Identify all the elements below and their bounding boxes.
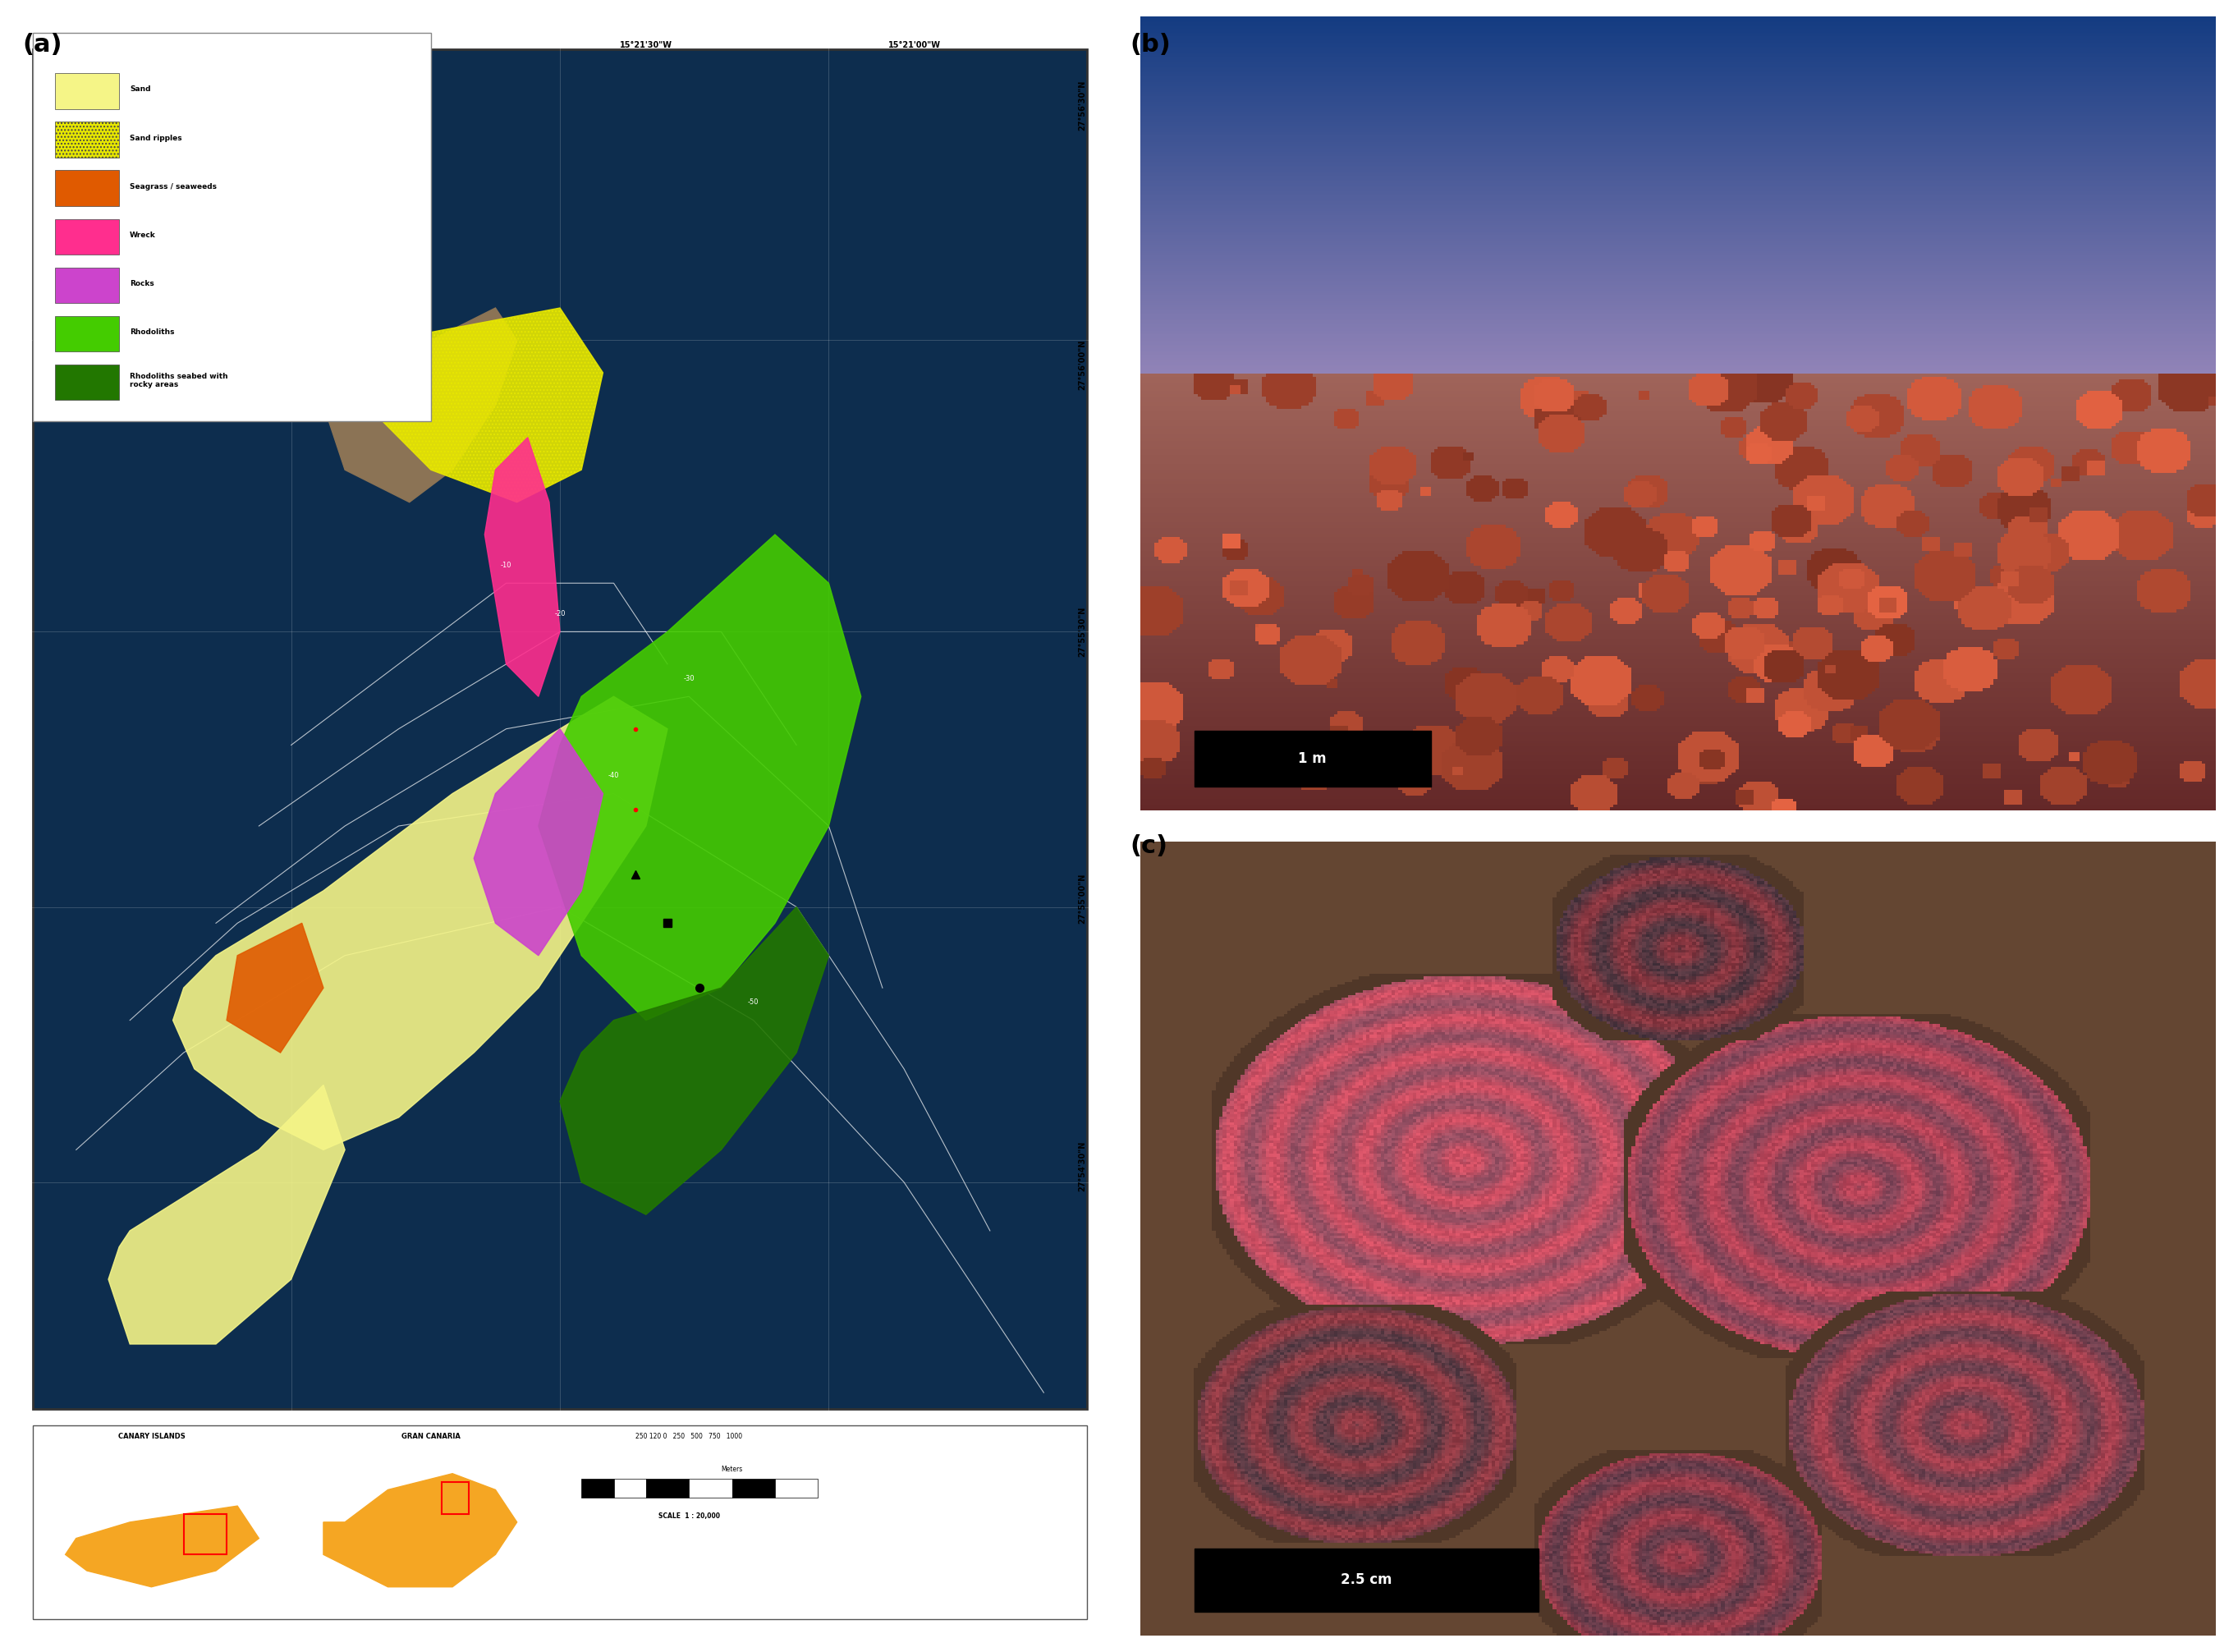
- Polygon shape: [172, 697, 667, 1150]
- Text: Rocks: Rocks: [130, 279, 154, 287]
- Text: 2.5 cm: 2.5 cm: [1341, 1573, 1392, 1588]
- Text: -10: -10: [501, 562, 513, 568]
- Bar: [54, 365, 119, 400]
- Text: CANARY ISLANDS: CANARY ISLANDS: [119, 1434, 186, 1441]
- Text: Seagrass / seaweeds: Seagrass / seaweeds: [130, 183, 217, 190]
- Text: SCALE  1 : 20,000: SCALE 1 : 20,000: [658, 1513, 721, 1520]
- Text: 1 m: 1 m: [1298, 752, 1327, 767]
- Text: Wreck: Wreck: [130, 231, 157, 240]
- Bar: [54, 316, 119, 352]
- Text: 15°21'30"W: 15°21'30"W: [620, 41, 671, 50]
- Text: Rhodoliths seabed with
rocky areas: Rhodoliths seabed with rocky areas: [130, 373, 228, 388]
- Text: -40: -40: [609, 771, 620, 780]
- Text: (c): (c): [1130, 834, 1168, 857]
- Bar: [1195, 1548, 1538, 1612]
- Bar: [184, 1513, 226, 1555]
- Polygon shape: [367, 307, 602, 502]
- Bar: [1195, 730, 1430, 786]
- Bar: [774, 1479, 817, 1498]
- Text: 15°22'30"W: 15°22'30"W: [83, 41, 134, 50]
- Text: 27°55'30"N: 27°55'30"N: [1079, 606, 1088, 657]
- Bar: [54, 170, 119, 206]
- Bar: [647, 1479, 689, 1498]
- Text: (a): (a): [22, 33, 63, 56]
- Text: Sand: Sand: [130, 86, 150, 93]
- Bar: [54, 122, 119, 157]
- Text: Sand ripples: Sand ripples: [130, 134, 181, 142]
- Text: GRAN CANARIA: GRAN CANARIA: [401, 1434, 461, 1441]
- Text: (b): (b): [1130, 33, 1170, 56]
- Text: Rhodoliths: Rhodoliths: [130, 329, 175, 335]
- Text: -50: -50: [747, 998, 759, 1006]
- Bar: [582, 1479, 613, 1498]
- Text: 15°21'00"W: 15°21'00"W: [888, 41, 940, 50]
- Text: 250 120 0   250   500   750   1000: 250 120 0 250 500 750 1000: [636, 1434, 743, 1441]
- Polygon shape: [560, 907, 828, 1214]
- FancyBboxPatch shape: [34, 33, 432, 421]
- Polygon shape: [539, 535, 862, 1021]
- Bar: [441, 1482, 468, 1513]
- Bar: [54, 220, 119, 254]
- Text: -20: -20: [555, 610, 566, 618]
- Text: 27°56'00"N: 27°56'00"N: [1079, 339, 1088, 390]
- Text: 15°22'00"W: 15°22'00"W: [351, 41, 403, 50]
- Polygon shape: [486, 438, 560, 697]
- Text: 27°56'30"N: 27°56'30"N: [1079, 81, 1088, 131]
- Text: 27°54'30"N: 27°54'30"N: [1079, 1142, 1088, 1191]
- Text: 27°55'00"N: 27°55'00"N: [1079, 874, 1088, 923]
- Bar: [689, 1479, 732, 1498]
- Text: Meters: Meters: [721, 1465, 743, 1474]
- Polygon shape: [107, 1085, 345, 1345]
- Polygon shape: [325, 307, 517, 502]
- Bar: [34, 50, 1088, 1409]
- Bar: [613, 1479, 647, 1498]
- Bar: [34, 1426, 1088, 1619]
- Bar: [54, 73, 119, 109]
- Polygon shape: [65, 1507, 260, 1588]
- Polygon shape: [474, 729, 602, 955]
- Polygon shape: [226, 923, 325, 1052]
- Text: -30: -30: [683, 674, 694, 682]
- Bar: [54, 268, 119, 302]
- Bar: [732, 1479, 774, 1498]
- Polygon shape: [325, 1474, 517, 1588]
